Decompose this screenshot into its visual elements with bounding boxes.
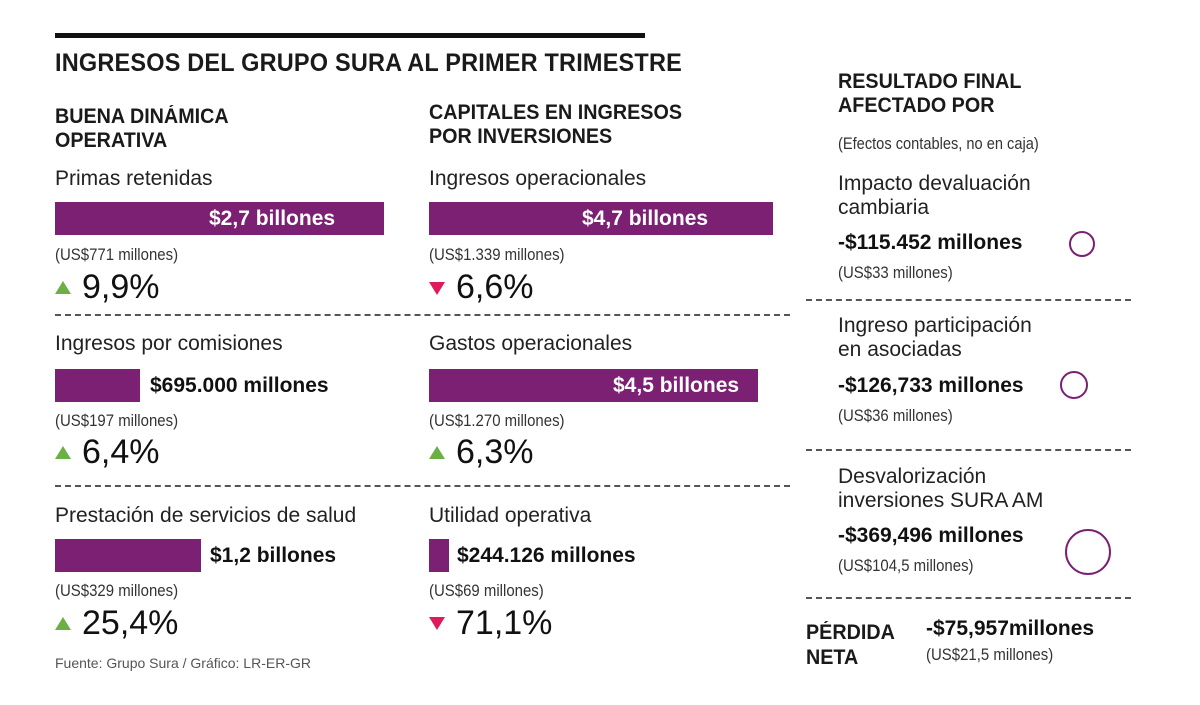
down-arrow-icon: [429, 282, 445, 295]
divider-1: [55, 314, 790, 316]
impact-label-devaluacion-line1: Impacto devaluación: [838, 172, 1031, 195]
bar-value-utilidad-operativa: $244.126 millones: [457, 544, 636, 567]
impact-circle-sura-am: [1065, 529, 1111, 575]
metric-label-gastos-operacionales: Gastos operacionales: [429, 332, 633, 355]
usd-primas: (US$771 millones): [55, 245, 179, 264]
divider-right-3: [806, 597, 1131, 599]
up-arrow-icon: [55, 617, 71, 630]
bar-ingresos-operacionales: [429, 202, 773, 235]
change-gastos-operacionales: 6,3%: [456, 433, 534, 471]
usd-comisiones: (US$197 millones): [55, 411, 179, 430]
bar-value-ingresos-operacionales: $4,7 billones: [582, 207, 709, 230]
metric-label-primas: Primas retenidas: [55, 167, 213, 190]
right-section-heading-line1: RESULTADO FINAL: [838, 70, 1022, 93]
bar-value-gastos-operacionales: $4,5 billones: [613, 374, 740, 397]
usd-utilidad-operativa: (US$69 millones): [429, 581, 544, 600]
right-section-note: (Efectos contables, no en caja): [838, 134, 1039, 153]
right-section-heading-line2: AFECTADO POR: [838, 94, 995, 117]
bar-value-primas: $2,7 billones: [209, 207, 336, 230]
change-ingresos-operacionales: 6,6%: [456, 268, 534, 306]
bar-value-comisiones: $695.000 millones: [150, 374, 329, 397]
change-salud: 25,4%: [82, 604, 179, 642]
metric-label-salud: Prestación de servicios de salud: [55, 504, 357, 527]
impact-circle-asociadas: [1060, 371, 1088, 399]
bar-comisiones: [55, 369, 140, 402]
impact-label-asociadas-line2: en asociadas: [838, 338, 962, 361]
change-comisiones: 6,4%: [82, 433, 160, 471]
infographic-title: INGRESOS DEL GRUPO SURA AL PRIMER TRIMES…: [55, 49, 682, 77]
metric-label-ingresos-operacionales: Ingresos operacionales: [429, 167, 647, 190]
impact-value-devaluacion: -$115.452 millones: [838, 231, 1023, 254]
impact-value-asociadas: -$126,733 millones: [838, 374, 1024, 397]
source-credit: Fuente: Grupo Sura / Gráfico: LR-ER-GR: [55, 655, 311, 671]
impact-usd-devaluacion: (US$33 millones): [838, 263, 953, 282]
usd-salud: (US$329 millones): [55, 581, 179, 600]
left-section-heading-line2: OPERATIVA: [55, 129, 168, 152]
change-utilidad-operativa: 71,1%: [456, 604, 553, 642]
impact-label-devaluacion-line2: cambiaria: [838, 196, 930, 219]
bar-utilidad-operativa: [429, 539, 449, 572]
impact-usd-asociadas: (US$36 millones): [838, 406, 953, 425]
middle-section-heading-line2: POR INVERSIONES: [429, 125, 613, 148]
metric-label-utilidad-operativa: Utilidad operativa: [429, 504, 592, 527]
up-arrow-icon: [55, 446, 71, 459]
bar-primas: [55, 202, 384, 235]
up-arrow-icon: [429, 446, 445, 459]
divider-2: [55, 485, 790, 487]
divider-right-2: [806, 449, 1131, 451]
middle-section-heading-line1: CAPITALES EN INGRESOS: [429, 101, 683, 124]
usd-gastos-operacionales: (US$1.270 millones): [429, 411, 565, 430]
change-primas: 9,9%: [82, 268, 160, 306]
bar-value-salud: $1,2 billones: [210, 544, 337, 567]
impact-circle-devaluacion: [1069, 231, 1095, 257]
perdida-neta-usd: (US$21,5 millones): [926, 645, 1054, 664]
metric-label-comisiones: Ingresos por comisiones: [55, 332, 283, 355]
impact-label-asociadas-line1: Ingreso participación: [838, 314, 1032, 337]
perdida-neta-label-line2: NETA: [806, 646, 859, 669]
impact-usd-sura-am: (US$104,5 millones): [838, 556, 974, 575]
top-rule: [55, 33, 645, 38]
divider-right-1: [806, 299, 1131, 301]
down-arrow-icon: [429, 617, 445, 630]
bar-gastos-operacionales: [429, 369, 758, 402]
bar-salud: [55, 539, 201, 572]
perdida-neta-label-line1: PÉRDIDA: [806, 621, 895, 644]
left-section-heading-line1: BUENA DINÁMICA: [55, 105, 229, 128]
usd-ingresos-operacionales: (US$1.339 millones): [429, 245, 565, 264]
impact-label-sura-am-line2: inversiones SURA AM: [838, 489, 1044, 512]
up-arrow-icon: [55, 281, 71, 294]
impact-value-sura-am: -$369,496 millones: [838, 524, 1024, 547]
perdida-neta-value: -$75,957millones: [926, 617, 1095, 640]
impact-label-sura-am-line1: Desvalorización: [838, 465, 987, 488]
